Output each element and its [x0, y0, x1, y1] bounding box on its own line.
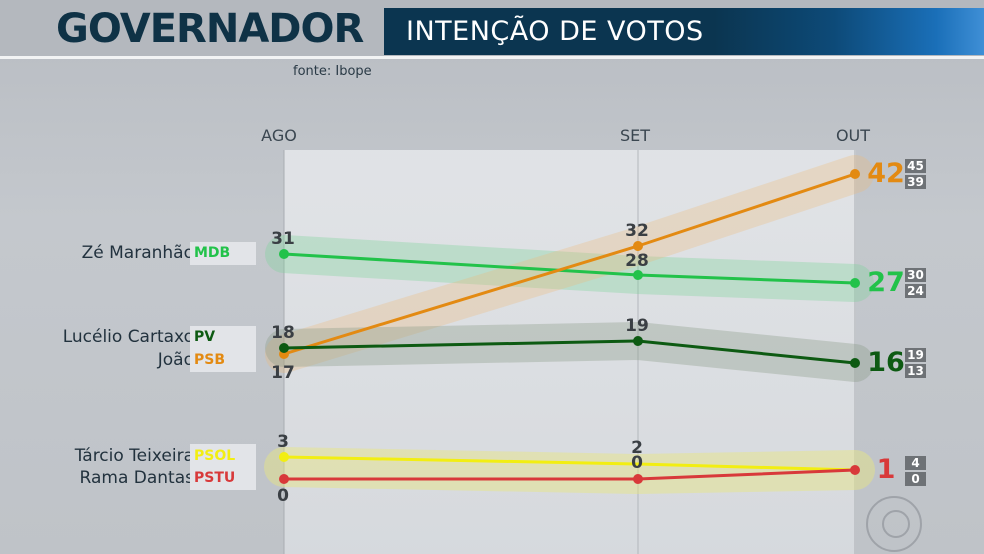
month-label-out: OUT: [835, 126, 871, 145]
range-pv: 19 13: [905, 348, 926, 378]
header-bar: GOVERNADOR INTENÇÃO DE VOTOS: [0, 0, 984, 56]
points-pstu: [279, 465, 860, 484]
points-psol: [279, 452, 289, 462]
label-pstu-set: 0: [631, 453, 643, 473]
party-box-pv-psb: [190, 326, 256, 372]
party-pstu: PSTU: [194, 470, 236, 486]
source-note: fonte: Ibope: [293, 64, 372, 79]
band-pv: [265, 322, 874, 382]
points-pv: [279, 336, 860, 368]
party-psol: PSOL: [194, 448, 236, 464]
party-pv: PV: [194, 329, 216, 345]
party-box-mdb: [190, 242, 256, 265]
label-pv-out: 16: [867, 347, 905, 378]
party-mdb: MDB: [194, 245, 231, 261]
label-mdb-set: 28: [625, 251, 649, 271]
candidate-name-tarcio-teixeira: Tárcio Teixeira: [74, 446, 194, 466]
label-psol-ago: 3: [277, 432, 289, 452]
label-pv-set: 19: [625, 316, 649, 336]
range-psb: 45 39: [905, 159, 926, 189]
range-low-min: 0: [905, 472, 926, 486]
header-divider: [0, 56, 984, 59]
candidate-name-joao: João: [157, 350, 194, 370]
label-pv-ago: 18: [271, 323, 295, 343]
month-label-set: SET: [619, 126, 651, 145]
range-mdb-max: 30: [905, 268, 926, 282]
range-low: 4 0: [905, 456, 926, 486]
candidate-name-lucelio-cartaxo: Lucélio Cartaxo: [62, 327, 194, 347]
month-label-ago: AGO: [261, 126, 297, 145]
line-psol: [283, 455, 856, 472]
label-psb-ago: 17: [271, 363, 295, 383]
page-title: GOVERNADOR: [56, 6, 364, 52]
label-pstu-ago: 0: [277, 486, 289, 506]
party-box-psol-pstu: [190, 444, 256, 490]
label-low-out: 1: [876, 454, 896, 485]
candidate-name-rama-dantas: Rama Dantas: [79, 468, 194, 488]
label-psol-set: 2: [631, 438, 643, 458]
candidate-name-ze-maranhao: Zé Maranhão: [81, 243, 194, 263]
range-psb-max: 45: [905, 159, 926, 173]
range-pv-min: 13: [905, 364, 926, 378]
range-psb-min: 39: [905, 175, 926, 189]
range-mdb-min: 24: [905, 284, 926, 298]
label-psb-set: 32: [625, 221, 649, 241]
label-psb-out: 42: [867, 158, 905, 189]
range-pv-max: 19: [905, 348, 926, 362]
label-mdb-ago: 31: [271, 229, 295, 249]
label-mdb-out: 27: [867, 267, 905, 298]
party-psb: PSB: [194, 352, 226, 368]
subtitle-band: INTENÇÃO DE VOTOS: [384, 8, 984, 55]
page-subtitle: INTENÇÃO DE VOTOS: [406, 16, 704, 47]
broadcaster-logo-watermark: [866, 496, 922, 552]
range-mdb: 30 24: [905, 268, 926, 298]
range-low-max: 4: [905, 456, 926, 470]
points-mdb: [279, 249, 860, 288]
